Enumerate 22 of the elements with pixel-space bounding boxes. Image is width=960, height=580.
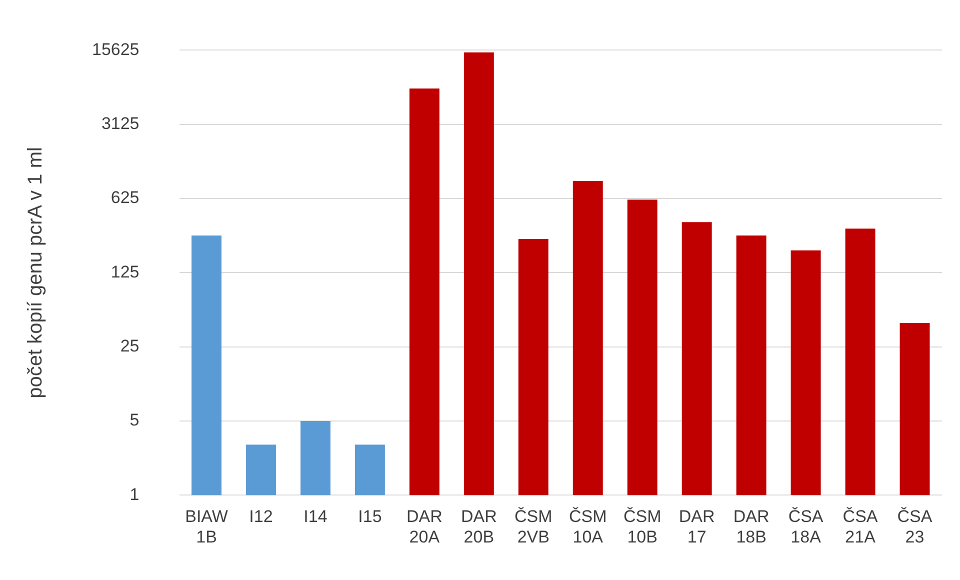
x-tick-label: I15 xyxy=(358,507,382,526)
y-tick-label: 125 xyxy=(110,262,140,282)
x-tick-label: ČSM 10B xyxy=(623,507,662,546)
x-tick-label: DAR 18B xyxy=(733,507,770,546)
y-tick-label: 1 xyxy=(130,484,140,504)
x-tick-label: I12 xyxy=(249,507,273,526)
y-tick-label: 5 xyxy=(130,410,140,430)
y-tick-label: 25 xyxy=(120,336,140,356)
x-tick-label: ČSM 2VB xyxy=(514,507,552,546)
x-tick-label: DAR 20B xyxy=(460,507,497,546)
x-tick-label: ČSA 23 xyxy=(897,507,933,546)
x-tick-label: I14 xyxy=(304,507,328,526)
x-tick-label: DAR 17 xyxy=(678,507,715,546)
y-tick-label: 15625 xyxy=(92,40,140,59)
y-axis-title: počet kopií genu pcrA v 1 ml xyxy=(24,147,47,398)
y-tick-label: 625 xyxy=(110,188,140,208)
x-tick-label: ČSA 18A xyxy=(788,507,824,546)
y-tick-label: 3125 xyxy=(101,114,140,134)
x-tick-label: DAR 20A xyxy=(406,507,442,546)
x-tick-label: ČSA 21A xyxy=(842,507,878,546)
x-tick-label: BIAW 1B xyxy=(185,507,228,546)
x-tick-label: ČSM 10A xyxy=(568,507,607,546)
